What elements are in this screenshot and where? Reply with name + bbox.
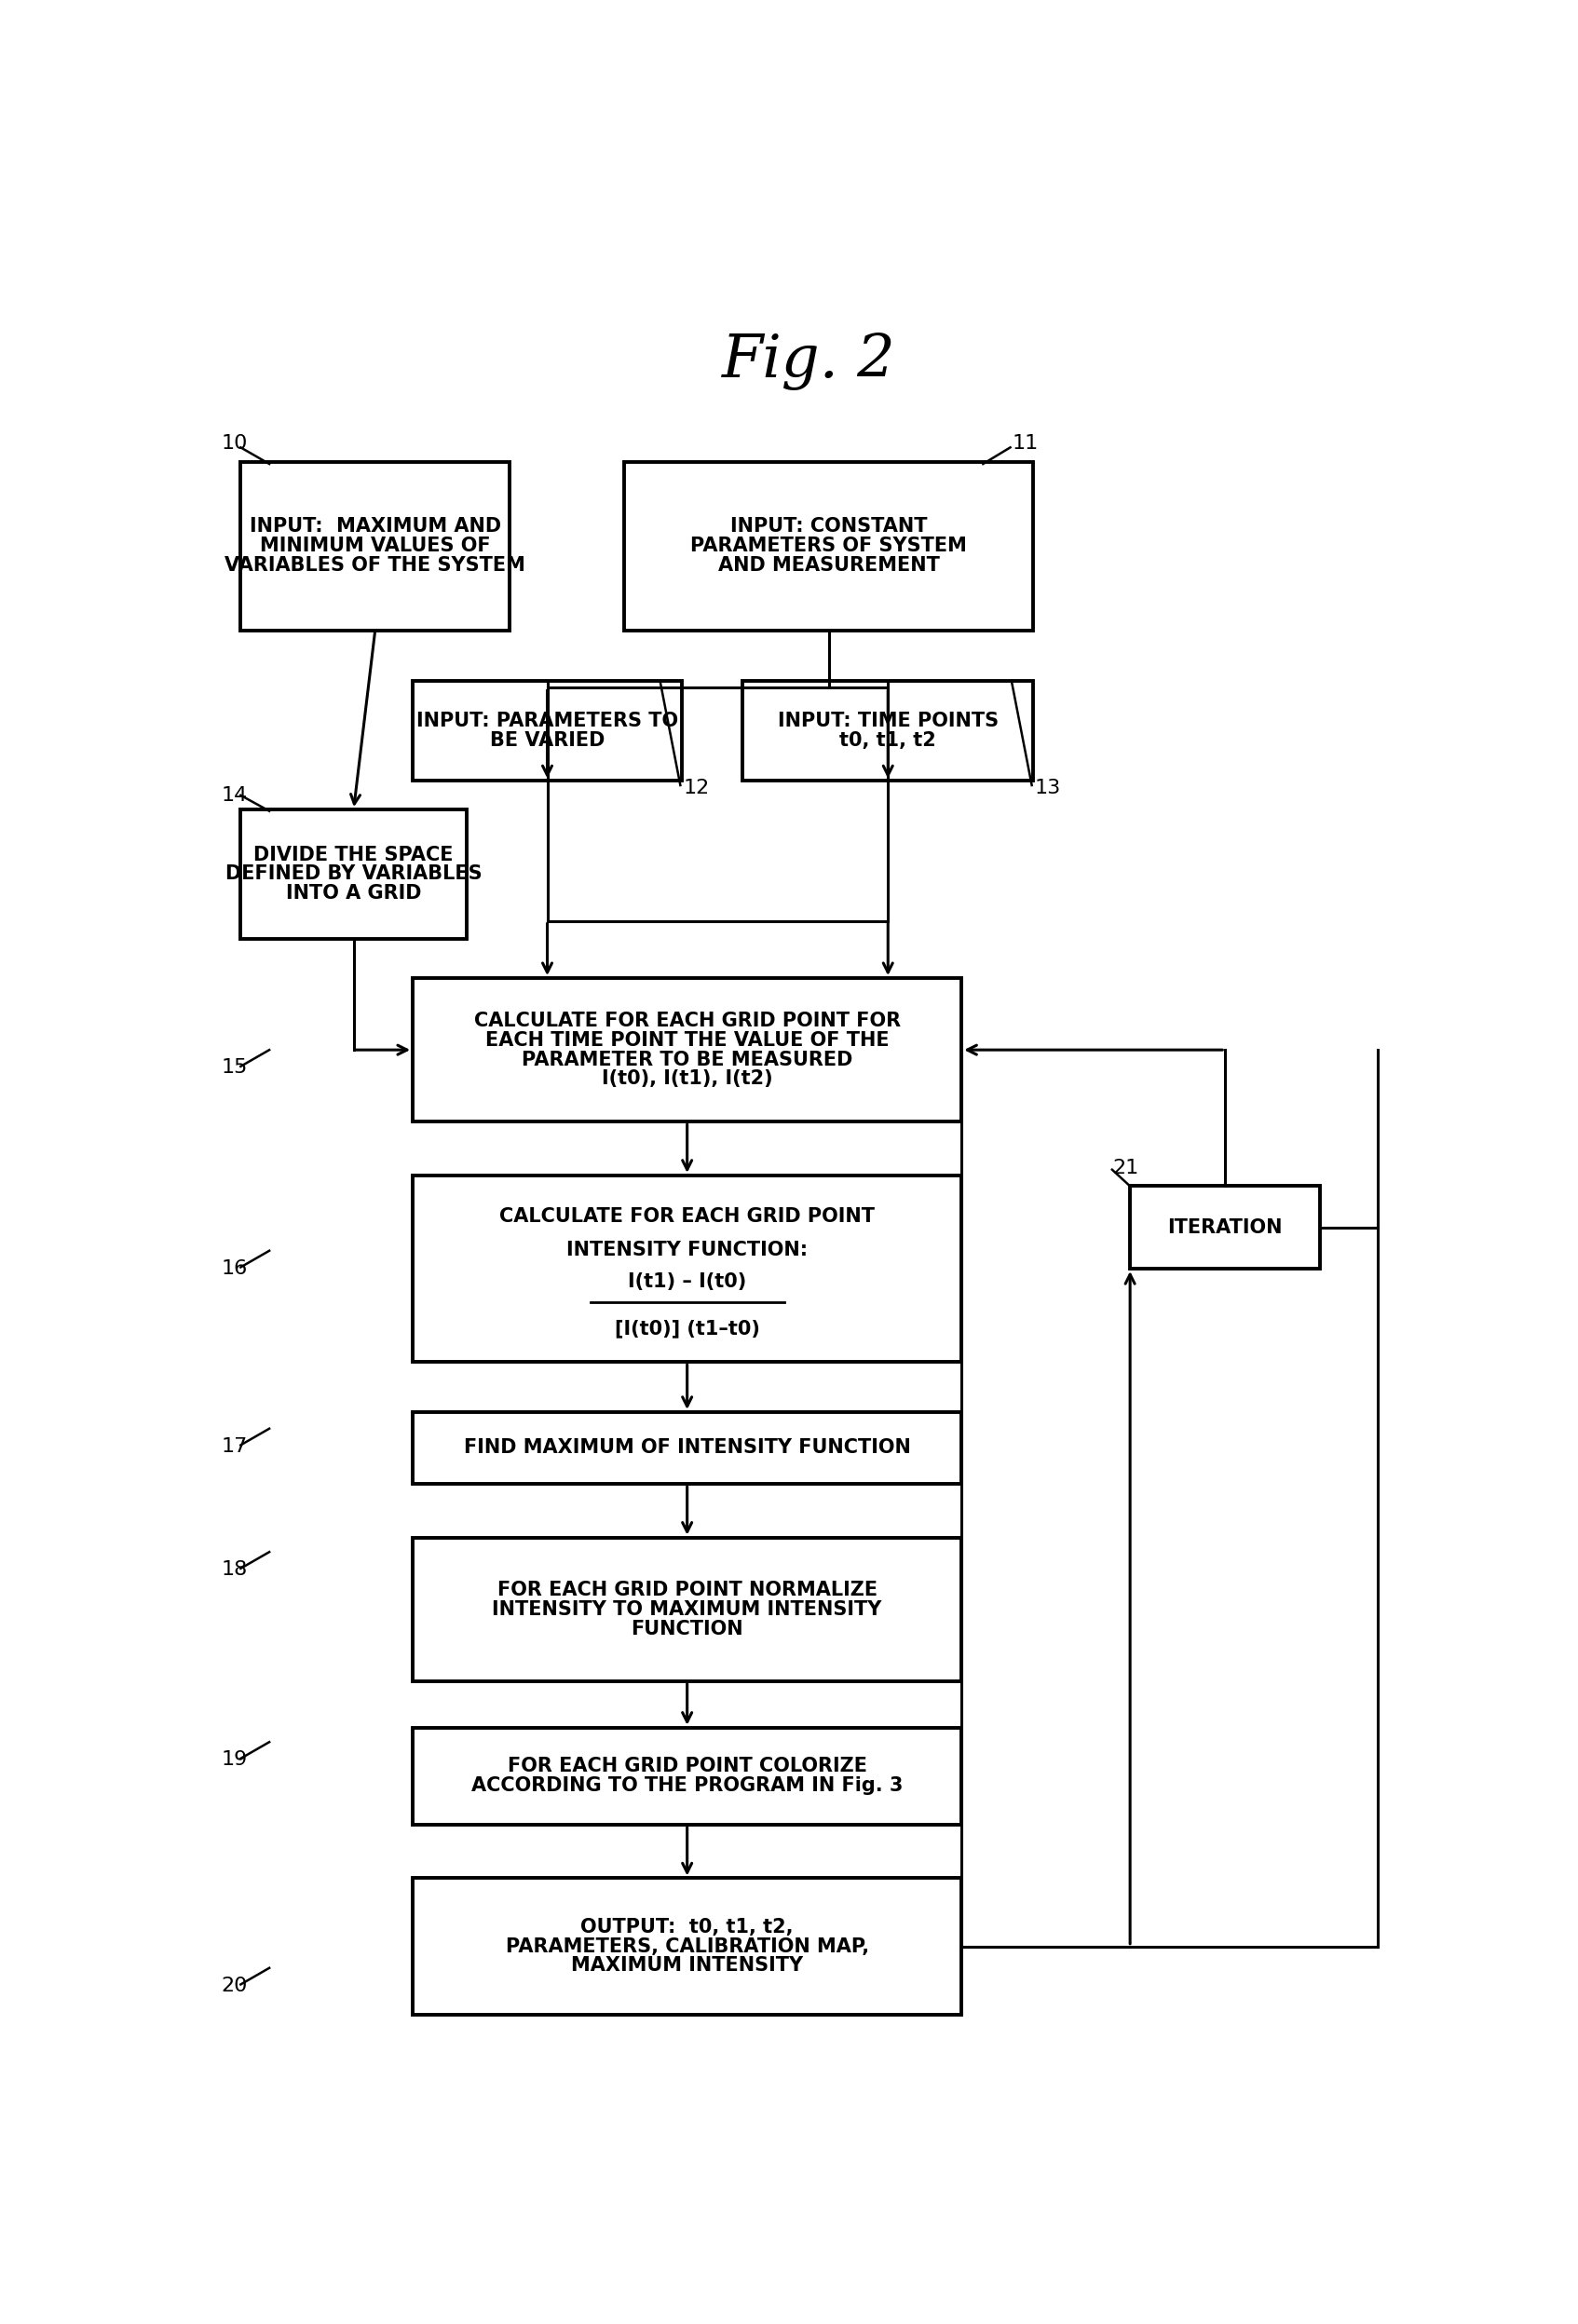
Text: MINIMUM VALUES OF: MINIMUM VALUES OF: [260, 537, 491, 555]
Text: 11: 11: [1011, 435, 1038, 453]
Text: 20: 20: [221, 1978, 248, 1996]
Text: INPUT: PARAMETERS TO: INPUT: PARAMETERS TO: [417, 711, 679, 730]
Text: FIND MAXIMUM OF INTENSITY FUNCTION: FIND MAXIMUM OF INTENSITY FUNCTION: [464, 1439, 911, 1457]
Text: EACH TIME POINT THE VALUE OF THE: EACH TIME POINT THE VALUE OF THE: [484, 1032, 888, 1050]
Text: ACCORDING TO THE PROGRAM IN Fig. 3: ACCORDING TO THE PROGRAM IN Fig. 3: [472, 1776, 903, 1794]
Text: PARAMETER TO BE MEASURED: PARAMETER TO BE MEASURED: [522, 1050, 852, 1069]
Text: 13: 13: [1035, 779, 1060, 797]
Bar: [413, 1727, 961, 1824]
Bar: [413, 1176, 961, 1362]
Text: MAXIMUM INTENSITY: MAXIMUM INTENSITY: [571, 1957, 803, 1975]
Text: 15: 15: [221, 1057, 248, 1076]
Text: 17: 17: [221, 1436, 248, 1455]
Text: BE VARIED: BE VARIED: [489, 732, 604, 751]
Bar: [1130, 1185, 1321, 1269]
Text: ITERATION: ITERATION: [1168, 1218, 1283, 1236]
Text: VARIABLES OF THE SYSTEM: VARIABLES OF THE SYSTEM: [224, 555, 525, 574]
Text: FUNCTION: FUNCTION: [631, 1620, 743, 1638]
Text: t0, t1, t2: t0, t1, t2: [839, 732, 936, 751]
Bar: [413, 1538, 961, 1680]
Text: FOR EACH GRID POINT NORMALIZE: FOR EACH GRID POINT NORMALIZE: [497, 1580, 877, 1599]
Text: PARAMETERS, CALIBRATION MAP,: PARAMETERS, CALIBRATION MAP,: [505, 1938, 869, 1957]
Text: 10: 10: [221, 435, 248, 453]
Text: INTENSITY FUNCTION:: INTENSITY FUNCTION:: [567, 1241, 808, 1260]
Bar: [413, 681, 682, 781]
Text: 12: 12: [683, 779, 710, 797]
Text: DIVIDE THE SPACE: DIVIDE THE SPACE: [254, 846, 453, 865]
Bar: [413, 1878, 961, 2015]
Text: INTO A GRID: INTO A GRID: [286, 883, 421, 902]
Bar: [241, 462, 510, 630]
Text: 19: 19: [221, 1750, 248, 1769]
Text: I(t0), I(t1), I(t2): I(t0), I(t1), I(t2): [601, 1069, 773, 1088]
Bar: [413, 1413, 961, 1483]
Text: [I(t0)] (t1–t0): [I(t0)] (t1–t0): [614, 1320, 759, 1339]
Bar: [413, 978, 961, 1122]
Text: CALCULATE FOR EACH GRID POINT FOR: CALCULATE FOR EACH GRID POINT FOR: [473, 1011, 901, 1030]
Text: INPUT: TIME POINTS: INPUT: TIME POINTS: [778, 711, 999, 730]
Text: OUTPUT:  t0, t1, t2,: OUTPUT: t0, t1, t2,: [581, 1917, 794, 1936]
Text: CALCULATE FOR EACH GRID POINT: CALCULATE FOR EACH GRID POINT: [500, 1206, 874, 1225]
Bar: [743, 681, 1034, 781]
Text: DEFINED BY VARIABLES: DEFINED BY VARIABLES: [226, 865, 481, 883]
Text: 18: 18: [221, 1562, 248, 1580]
Text: 16: 16: [221, 1260, 248, 1278]
Text: INPUT: CONSTANT: INPUT: CONSTANT: [731, 518, 928, 537]
Bar: [241, 809, 467, 939]
Text: INTENSITY TO MAXIMUM INTENSITY: INTENSITY TO MAXIMUM INTENSITY: [492, 1599, 882, 1618]
Text: 21: 21: [1112, 1160, 1138, 1178]
Text: 14: 14: [221, 786, 248, 804]
Text: Fig. 2: Fig. 2: [721, 332, 896, 390]
Text: I(t1) – I(t0): I(t1) – I(t0): [628, 1274, 746, 1292]
Text: AND MEASUREMENT: AND MEASUREMENT: [718, 555, 939, 574]
Bar: [625, 462, 1034, 630]
Text: FOR EACH GRID POINT COLORIZE: FOR EACH GRID POINT COLORIZE: [508, 1757, 866, 1776]
Text: PARAMETERS OF SYSTEM: PARAMETERS OF SYSTEM: [691, 537, 967, 555]
Text: INPUT:  MAXIMUM AND: INPUT: MAXIMUM AND: [249, 518, 500, 537]
